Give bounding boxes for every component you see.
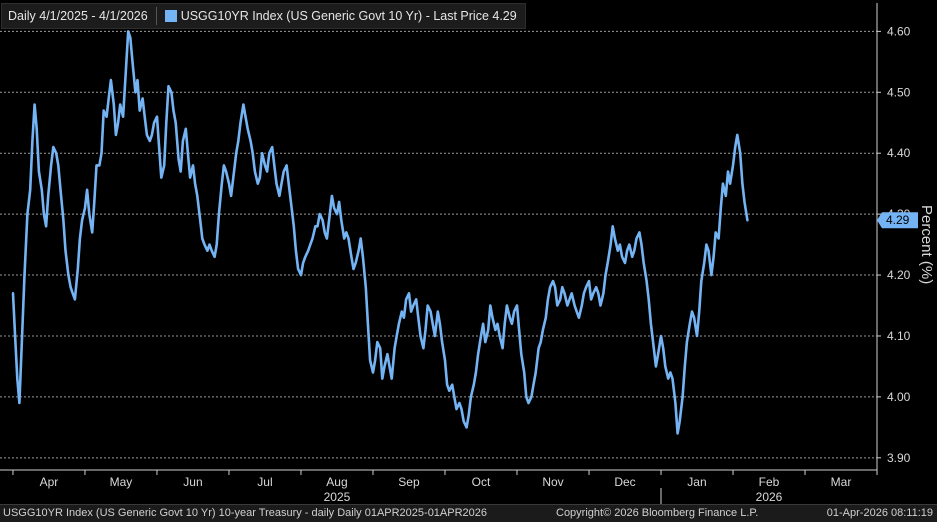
x-axis: Apr May Jun Jul Aug Sep Oct Nov Dec Jan Feb Mar 2025…	[0, 469, 878, 504]
series-swatch-icon	[164, 10, 177, 22]
y-tick-label: 4.50	[887, 85, 911, 99]
series-label: USGG10YR Index (US Generic Govt 10 Yr) -…	[180, 9, 517, 23]
x-year-label: 2026	[756, 490, 783, 504]
footer-copyright: Copyright© 2026 Bloomberg Finance L.P.	[556, 507, 759, 519]
x-tick-label: Jan	[687, 475, 706, 489]
legend-separator	[155, 7, 157, 25]
y-tick-label: 4.10	[887, 329, 911, 343]
footer-timestamp: 01-Apr-2026 08:11:19	[826, 507, 933, 519]
x-tick-label: Feb	[759, 475, 780, 489]
x-tick-label: Dec	[614, 475, 635, 489]
x-tick-label: Mar	[831, 475, 852, 489]
x-tick-label: Sep	[398, 475, 420, 489]
x-tick-label: Jul	[257, 475, 272, 489]
y-tick-label: 4.00	[887, 390, 911, 404]
x-tick-label: Apr	[40, 475, 59, 489]
last-price-tag	[877, 212, 918, 229]
x-tick-label: Oct	[472, 475, 491, 489]
last-price-label: 4.29	[886, 213, 910, 227]
date-range: Daily 4/1/2025 - 4/1/2026	[8, 9, 148, 23]
footer-bar: USGG10YR Index (US Generic Govt 10 Yr) 1…	[0, 504, 937, 522]
footer-description: USGG10YR Index (US Generic Govt 10 Yr) 1…	[3, 507, 488, 519]
series-line	[11, 30, 749, 435]
x-tick-label: Jun	[183, 475, 202, 489]
y-tick-label: 4.20	[887, 268, 911, 282]
grid-lines	[0, 30, 877, 459]
y-tick-label: 3.90	[887, 451, 911, 465]
x-tick-label: May	[110, 475, 133, 489]
y-axis: 3.904.004.104.204.304.404.504.604.29Perc…	[876, 3, 935, 470]
chart-legend: Daily 4/1/2025 - 4/1/2026 USGG10YR Index…	[1, 3, 526, 29]
plot-area	[11, 30, 749, 435]
x-year-label: 2025	[324, 490, 351, 504]
x-tick-label: Nov	[542, 475, 563, 489]
y-tick-label: 4.40	[887, 146, 911, 160]
y-axis-title: Percent (%)	[918, 205, 935, 284]
x-tick-label: Aug	[326, 475, 347, 489]
y-tick-label: 4.60	[887, 24, 911, 38]
